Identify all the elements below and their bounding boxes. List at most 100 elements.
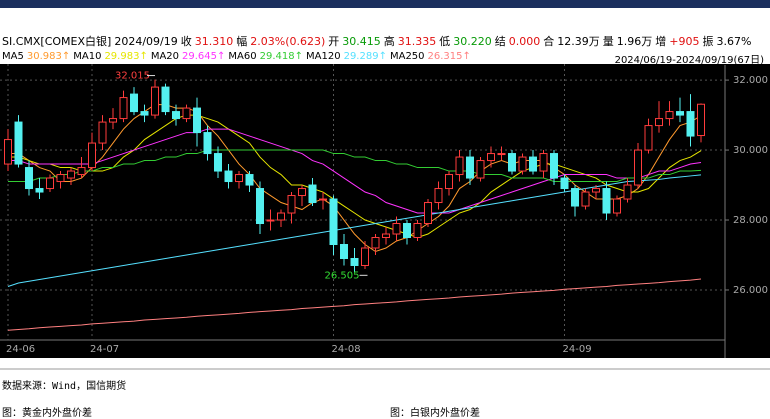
candle-body bbox=[476, 160, 485, 179]
quote-value: 31.310 bbox=[194, 35, 234, 48]
candle-body bbox=[193, 107, 201, 134]
candle-body bbox=[266, 219, 275, 222]
y-tick-label: 26.000 bbox=[733, 285, 768, 296]
legend-value: 29.645 bbox=[182, 51, 218, 62]
candle-body bbox=[203, 132, 212, 155]
candle-body bbox=[67, 170, 75, 179]
candle-body bbox=[445, 174, 453, 190]
candle-body bbox=[560, 177, 569, 190]
candle-body bbox=[686, 111, 695, 137]
quote-label: 增 bbox=[655, 35, 667, 48]
quote-label: 合 bbox=[543, 35, 555, 48]
ma-line bbox=[7, 174, 702, 287]
quote-label: 高 bbox=[383, 35, 395, 48]
ma-legend: MA5 30.983↑ MA10 29.983↑ MA20 29.645↑ MA60 29.4… bbox=[2, 51, 474, 62]
candle-body bbox=[256, 188, 264, 225]
candle-body bbox=[235, 174, 243, 183]
quote-value: 1.96万 bbox=[616, 35, 653, 48]
candle-body bbox=[634, 149, 642, 186]
candle-body bbox=[287, 195, 296, 214]
x-tick-label: 24-07 bbox=[90, 344, 119, 355]
candle-body bbox=[130, 93, 138, 113]
source-note: 数据来源：Wind，国信期货 bbox=[2, 381, 127, 392]
quote-value: 30.220 bbox=[453, 35, 492, 48]
ma-line bbox=[8, 128, 702, 214]
legend-value: 30.983 bbox=[26, 51, 62, 62]
caption: 图：黄金内外盘价差 bbox=[2, 408, 92, 419]
candle-body bbox=[214, 153, 222, 172]
ma-line bbox=[7, 278, 702, 331]
candle-body bbox=[623, 184, 632, 200]
date-range: 2024/06/19-2024/09/19(67日) bbox=[614, 55, 764, 66]
symbol: SI.CMX[COMEX白银] bbox=[2, 35, 112, 48]
candle-body bbox=[676, 111, 684, 116]
top-band bbox=[0, 0, 770, 8]
quote-label: 开 bbox=[328, 35, 340, 48]
quote-label: 收 bbox=[180, 35, 192, 48]
y-tick-label: 32.000 bbox=[733, 75, 768, 86]
candle-body bbox=[644, 125, 653, 151]
candle-body bbox=[308, 184, 317, 204]
candle-body bbox=[571, 188, 579, 207]
candle-body bbox=[382, 233, 390, 239]
candle-body bbox=[655, 118, 663, 127]
candle-body bbox=[581, 191, 590, 207]
candle-body bbox=[697, 103, 705, 137]
quote-label: 幅 bbox=[236, 35, 248, 48]
legend-value: 29.983 bbox=[104, 51, 140, 62]
candle-body bbox=[340, 244, 348, 259]
candle-body bbox=[529, 156, 537, 172]
candle-body bbox=[46, 177, 54, 190]
candle-body bbox=[35, 188, 44, 193]
legend-value: 29.289 bbox=[343, 51, 379, 62]
legend-name: MA120 bbox=[306, 51, 341, 62]
candle-body bbox=[413, 223, 422, 239]
candle-body bbox=[4, 139, 12, 165]
legend-name: MA250 bbox=[389, 51, 425, 62]
legend-name: MA5 bbox=[2, 51, 24, 62]
caption: 图：白银内外盘价差 bbox=[390, 408, 480, 419]
candle-body bbox=[298, 188, 306, 197]
candle-body bbox=[350, 257, 359, 266]
candle-body bbox=[151, 86, 159, 116]
ma-line bbox=[8, 149, 702, 183]
candle-body bbox=[602, 188, 611, 214]
legend-arrow: ↑ bbox=[378, 51, 387, 62]
quote-value: 12.39万 bbox=[557, 35, 600, 48]
x-tick-label: 24-09 bbox=[563, 344, 592, 355]
candle-body bbox=[434, 188, 443, 204]
legend-arrow: ↑ bbox=[462, 51, 471, 62]
candle-body bbox=[361, 247, 369, 266]
quote-date: 2024/09/19 bbox=[114, 35, 178, 48]
candle-body bbox=[371, 237, 380, 249]
legend-name: MA10 bbox=[73, 51, 102, 62]
quote-header: SI.CMX[COMEX白银] 2024/09/19 收 31.310 幅 2.03%(0… bbox=[2, 33, 754, 49]
legend-arrow: ↑ bbox=[294, 51, 304, 62]
legend-value: 26.315 bbox=[427, 51, 463, 62]
candle-body bbox=[182, 107, 191, 120]
x-tick-label: 24-06 bbox=[6, 344, 35, 355]
candle-body bbox=[518, 156, 527, 172]
candle-body bbox=[487, 153, 495, 162]
y-tick-label: 28.000 bbox=[733, 215, 768, 226]
candle-body bbox=[550, 153, 558, 179]
quote-label: 量 bbox=[602, 35, 614, 48]
chart-background bbox=[0, 64, 770, 358]
candle-body bbox=[140, 111, 149, 116]
legend-arrow: ↑ bbox=[139, 51, 148, 62]
quote-label: 振 bbox=[702, 35, 714, 48]
candle-body bbox=[109, 118, 117, 123]
quote-value: 0.000 bbox=[508, 35, 541, 48]
x-tick-label: 24-08 bbox=[332, 344, 361, 355]
legend-name: MA60 bbox=[228, 51, 257, 62]
candle-body bbox=[56, 174, 65, 183]
quote-value: 30.415 bbox=[342, 35, 381, 48]
candle-body bbox=[613, 198, 621, 214]
candle-body bbox=[224, 170, 233, 183]
legend-arrow: ↑ bbox=[61, 51, 71, 62]
candle-body bbox=[497, 153, 506, 156]
candle-body bbox=[466, 156, 474, 179]
candle-body bbox=[77, 167, 86, 176]
legend-name: MA20 bbox=[150, 51, 180, 62]
